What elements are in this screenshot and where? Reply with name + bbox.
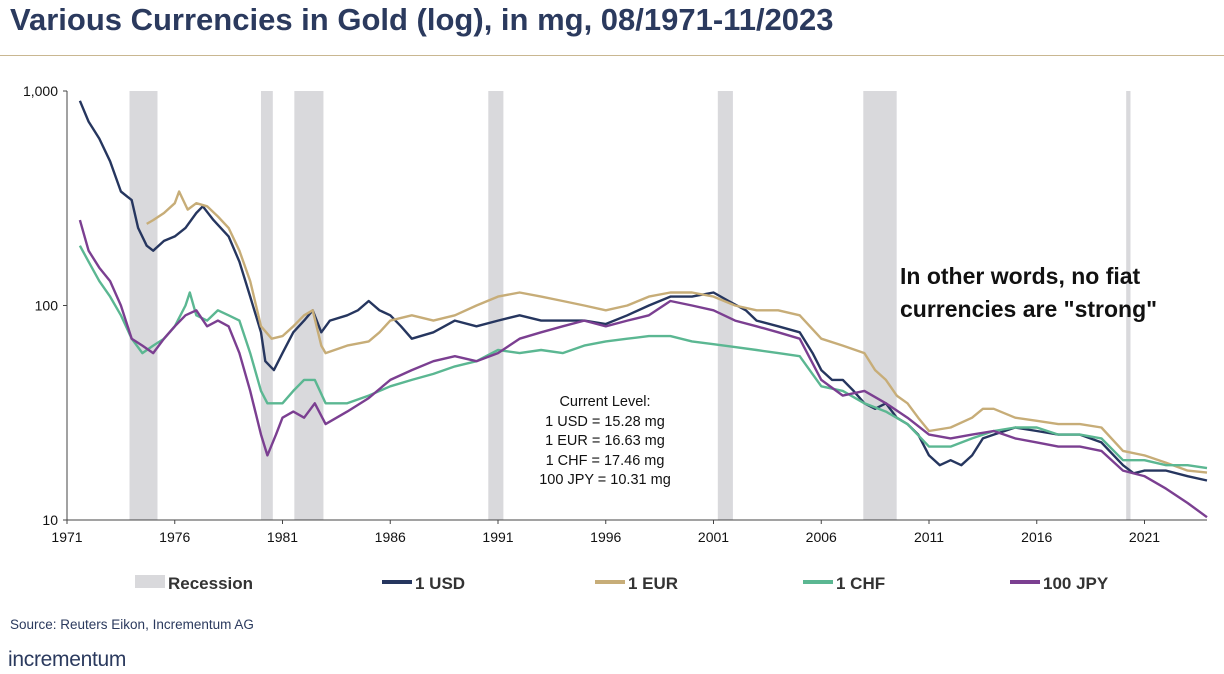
recession-band-7	[1126, 91, 1131, 520]
series-lines	[78, 100, 1208, 519]
x-tick-label: 2011	[914, 529, 944, 545]
x-tick-label: 1991	[482, 529, 513, 545]
x-tick-label: 2006	[806, 529, 837, 545]
recession-bands	[129, 91, 1131, 520]
y-tick-label: 100	[35, 298, 59, 314]
chart-legend: Recession 1 USD 1 EUR 1 CHF 100 JPY	[135, 574, 1109, 593]
series-line-1-chf	[78, 245, 1208, 470]
title-divider	[0, 55, 1224, 56]
recession-band-2	[260, 91, 273, 520]
y-tick-label: 1,000	[23, 83, 58, 99]
recession-band-6	[863, 91, 897, 520]
series-line-1-eur	[146, 190, 1208, 474]
callout-annotation: In other words, no fiat currencies are "…	[900, 260, 1157, 326]
source-note: Source: Reuters Eikon, Incrementum AG	[10, 617, 254, 632]
recession-band-3	[294, 91, 324, 520]
recession-band-5	[717, 91, 733, 520]
callout-line-1: In other words, no fiat	[900, 263, 1141, 289]
legend-label-1-usd: 1 USD	[415, 574, 465, 593]
current-level-chf: 1 CHF = 17.46 mg	[545, 452, 665, 469]
page-title: Various Currencies in Gold (log), in mg,…	[10, 2, 834, 37]
current-level-jpy: 100 JPY = 10.31 mg	[539, 472, 671, 488]
x-tick-label: 1971	[51, 529, 82, 545]
x-tick-label: 1986	[375, 529, 406, 545]
legend-label-recession: Recession	[168, 574, 253, 593]
current-level-eur: 1 EUR = 16.63 mg	[545, 433, 665, 449]
legend-label-1-eur: 1 EUR	[628, 574, 678, 593]
y-tick-label: 10	[42, 512, 58, 528]
x-tick-label: 2021	[1129, 529, 1160, 545]
legend-label-100-jpy: 100 JPY	[1043, 574, 1109, 593]
series-line-100-jpy	[78, 219, 1208, 519]
brand-logo: incrementum	[8, 648, 127, 671]
series-line-1-usd	[78, 100, 1208, 482]
callout-line-2: currencies are "strong"	[900, 296, 1158, 322]
currency-gold-chart: 10 100 1,000 1971 1976 1981 1986 1991 1996 2001 20…	[23, 83, 1208, 593]
current-level-usd: 1 USD = 15.28 mg	[545, 413, 665, 430]
recession-band-1	[129, 91, 158, 520]
legend-label-1-chf: 1 CHF	[836, 574, 885, 593]
recession-band-4	[488, 91, 504, 520]
x-tick-label: 2016	[1021, 529, 1052, 545]
x-tick-label: 2001	[698, 529, 729, 545]
x-tick-label: 1981	[267, 529, 298, 545]
legend-swatch-recession	[135, 575, 165, 588]
current-level-heading: Current Level:	[559, 394, 651, 410]
x-tick-label: 1996	[590, 529, 621, 545]
x-tick-label: 1976	[159, 529, 190, 545]
chart-axes: 10 100 1,000 1971 1976 1981 1986 1991 1996 2001 20…	[23, 83, 1207, 545]
current-level-box: Current Level: 1 USD = 15.28 mg 1 EUR = …	[500, 393, 710, 491]
